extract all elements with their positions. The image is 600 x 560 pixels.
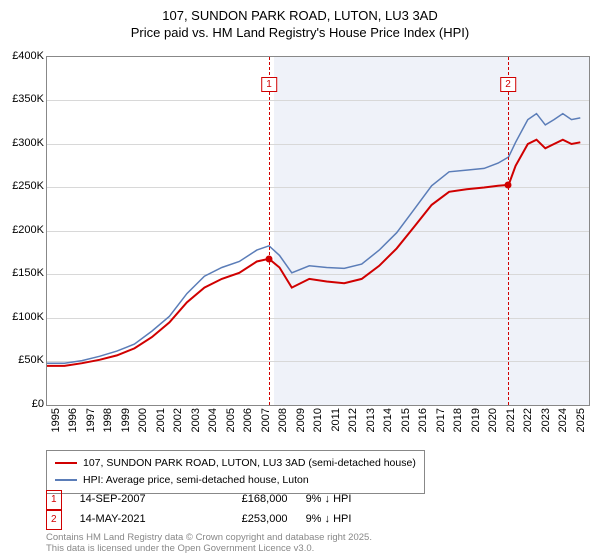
x-tick-label: 2006	[242, 408, 254, 432]
x-tick-label: 2000	[137, 408, 149, 432]
marker-price: £168,000	[208, 490, 288, 510]
y-tick-label: £200K	[2, 224, 44, 236]
footnote: Contains HM Land Registry data © Crown c…	[46, 532, 372, 555]
x-tick-label: 2014	[382, 408, 394, 432]
x-tick-label: 2008	[277, 408, 289, 432]
y-tick-label: £350K	[2, 93, 44, 105]
marker-line	[269, 57, 270, 405]
x-tick-label: 2012	[347, 408, 359, 432]
footnote-line-1: Contains HM Land Registry data © Crown c…	[46, 532, 372, 543]
plot-region: 12	[46, 56, 590, 406]
x-tick-label: 2016	[417, 408, 429, 432]
legend-row: HPI: Average price, semi-detached house,…	[55, 472, 416, 489]
x-tick-label: 2022	[522, 408, 534, 432]
x-tick-label: 2015	[400, 408, 412, 432]
marker-id: 2	[46, 510, 62, 530]
x-tick-label: 2005	[225, 408, 237, 432]
markers-row: 2 14-MAY-2021 £253,000 9% ↓ HPI	[46, 510, 396, 530]
legend-text: 107, SUNDON PARK ROAD, LUTON, LU3 3AD (s…	[83, 455, 416, 472]
y-tick-label: £300K	[2, 137, 44, 149]
x-tick-label: 2001	[155, 408, 167, 432]
x-tick-label: 2003	[190, 408, 202, 432]
title-line-1: 107, SUNDON PARK ROAD, LUTON, LU3 3AD	[0, 8, 600, 25]
x-tick-label: 2023	[540, 408, 552, 432]
x-tick-label: 2009	[295, 408, 307, 432]
x-tick-label: 2019	[470, 408, 482, 432]
marker-label: 2	[500, 77, 516, 92]
x-tick-label: 1996	[67, 408, 79, 432]
marker-date: 14-MAY-2021	[80, 510, 190, 530]
y-tick-label: £400K	[2, 50, 44, 62]
legend-row: 107, SUNDON PARK ROAD, LUTON, LU3 3AD (s…	[55, 455, 416, 472]
x-tick-label: 2004	[207, 408, 219, 432]
marker-line	[508, 57, 509, 405]
marker-id: 1	[46, 490, 62, 510]
chart-area: 12 £0£50K£100K£150K£200K£250K£300K£350K£…	[0, 46, 600, 446]
sale-dot	[266, 255, 273, 262]
x-tick-label: 2011	[330, 408, 342, 432]
x-tick-label: 1999	[120, 408, 132, 432]
legend: 107, SUNDON PARK ROAD, LUTON, LU3 3AD (s…	[46, 450, 425, 494]
x-tick-label: 2002	[172, 408, 184, 432]
y-tick-label: £50K	[2, 354, 44, 366]
footnote-line-2: This data is licensed under the Open Gov…	[46, 543, 372, 554]
x-tick-label: 2018	[452, 408, 464, 432]
markers-row: 1 14-SEP-2007 £168,000 9% ↓ HPI	[46, 490, 396, 510]
marker-diff: 9% ↓ HPI	[306, 510, 396, 530]
y-tick-label: £250K	[2, 180, 44, 192]
x-tick-label: 2021	[505, 408, 517, 432]
chart-title: 107, SUNDON PARK ROAD, LUTON, LU3 3AD Pr…	[0, 0, 600, 46]
title-line-2: Price paid vs. HM Land Registry's House …	[0, 25, 600, 42]
marker-label: 1	[261, 77, 277, 92]
legend-swatch	[55, 479, 77, 481]
x-tick-label: 2013	[365, 408, 377, 432]
series-hpi	[47, 113, 580, 363]
markers-table: 1 14-SEP-2007 £168,000 9% ↓ HPI 2 14-MAY-2021…	[46, 490, 396, 530]
y-tick-label: £150K	[2, 267, 44, 279]
legend-text: HPI: Average price, semi-detached house,…	[83, 472, 309, 489]
series-property	[47, 139, 580, 365]
sale-dot	[505, 181, 512, 188]
marker-date: 14-SEP-2007	[80, 490, 190, 510]
x-tick-label: 2024	[557, 408, 569, 432]
x-tick-label: 2017	[435, 408, 447, 432]
x-tick-label: 2010	[312, 408, 324, 432]
x-tick-label: 2007	[260, 408, 272, 432]
x-tick-label: 1997	[85, 408, 97, 432]
legend-swatch	[55, 462, 77, 464]
y-tick-label: £0	[2, 398, 44, 410]
marker-diff: 9% ↓ HPI	[306, 490, 396, 510]
marker-price: £253,000	[208, 510, 288, 530]
x-tick-label: 2025	[575, 408, 587, 432]
x-tick-label: 1995	[50, 408, 62, 432]
x-tick-label: 2020	[487, 408, 499, 432]
x-tick-label: 1998	[102, 408, 114, 432]
y-tick-label: £100K	[2, 311, 44, 323]
